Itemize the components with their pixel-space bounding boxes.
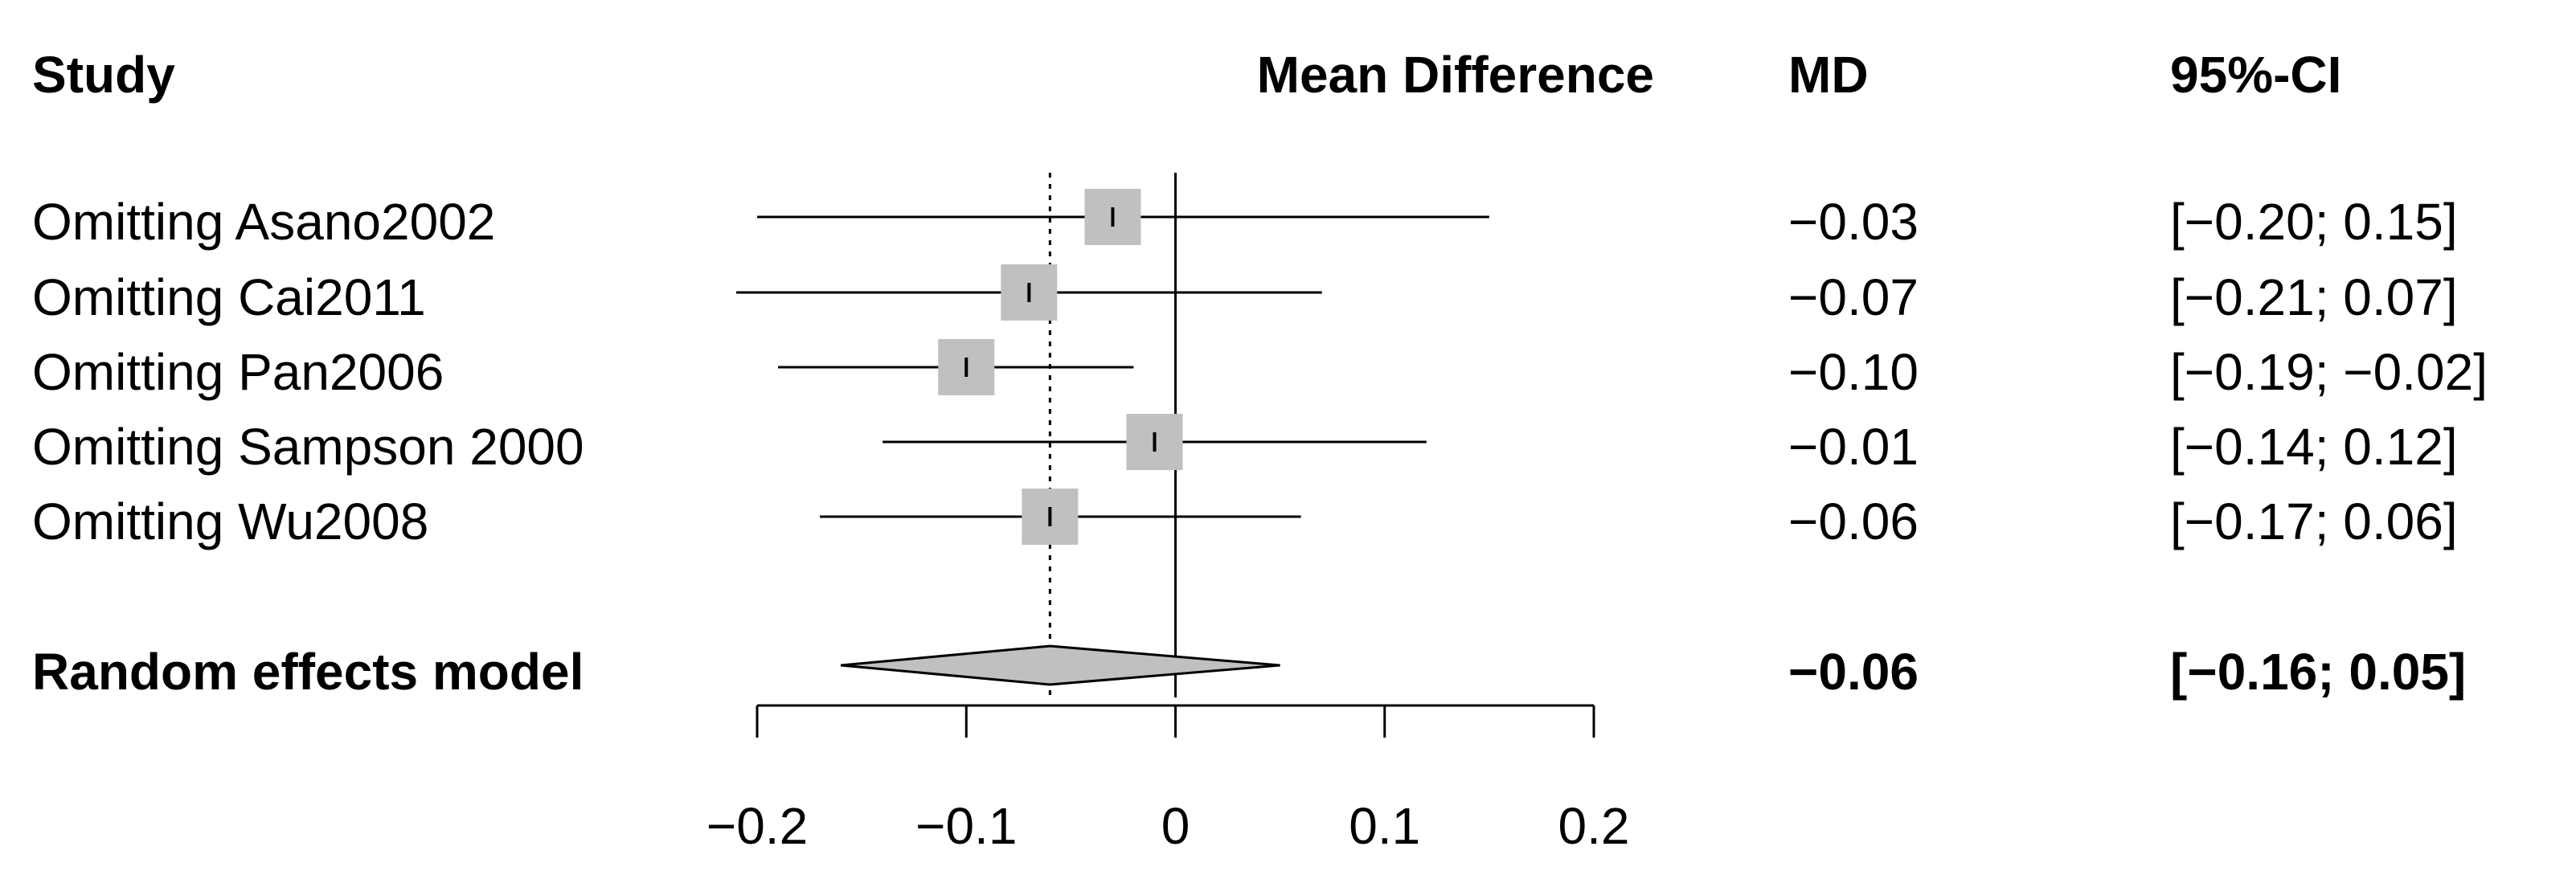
summary-label: Random effects model [32, 643, 584, 701]
summary-md: −0.06 [1788, 643, 1919, 701]
study-ci: [−0.14; 0.12] [2170, 418, 2458, 476]
x-tick-label: 0 [1161, 797, 1190, 855]
study-md: −0.03 [1788, 193, 1919, 251]
study-md: −0.06 [1788, 493, 1919, 550]
study-md: −0.10 [1788, 343, 1919, 401]
study-row: Omitting Cai2011 −0.07 [−0.21; 0.07] [32, 268, 2458, 326]
study-ci: [−0.17; 0.06] [2170, 493, 2458, 550]
x-tick-label: 0.1 [1349, 797, 1420, 855]
summary-row: Random effects model −0.06 [−0.16; 0.05] [32, 643, 2466, 701]
x-tick-label: 0.2 [1558, 797, 1630, 855]
study-label: Omitting Asano2002 [32, 193, 495, 251]
study-label: Omitting Cai2011 [32, 268, 426, 326]
study-ci: [−0.21; 0.07] [2170, 268, 2458, 326]
summary-diamond [840, 644, 1280, 686]
study-row: Omitting Pan2006 −0.10 [−0.19; −0.02] [32, 343, 2488, 401]
x-axis: −0.2 −0.1 0 0.1 0.2 [706, 704, 1630, 855]
study-md: −0.07 [1788, 268, 1919, 326]
study-md: −0.01 [1788, 418, 1919, 476]
study-row: Omitting Wu2008 −0.06 [−0.17; 0.06] [32, 493, 2458, 550]
plot-area [735, 173, 1489, 697]
summary-ci: [−0.16; 0.05] [2170, 643, 2466, 701]
x-tick-label: −0.1 [915, 797, 1017, 855]
study-ci: [−0.20; 0.15] [2170, 193, 2458, 251]
study-row: Omitting Sampson 2000 −0.01 [−0.14; 0.12… [32, 418, 2458, 476]
x-tick-label: −0.2 [706, 797, 808, 855]
study-label: Omitting Pan2006 [32, 343, 444, 401]
header-ci: 95%-CI [2170, 46, 2341, 104]
study-label: Omitting Sampson 2000 [32, 418, 584, 476]
study-label: Omitting Wu2008 [32, 493, 428, 550]
study-ci: [−0.19; −0.02] [2170, 343, 2488, 401]
header-mean-difference: Mean Difference [1257, 46, 1654, 104]
header-md: MD [1788, 46, 1869, 104]
header-study: Study [32, 46, 175, 104]
study-row: Omitting Asano2002 −0.03 [−0.20; 0.15] [32, 193, 2458, 251]
